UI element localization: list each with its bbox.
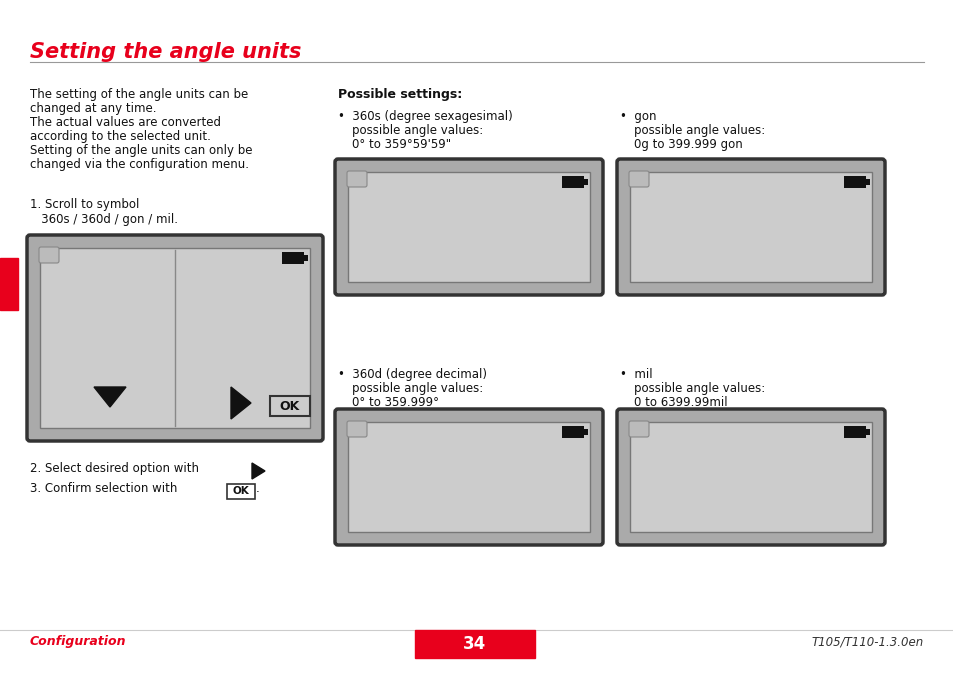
Bar <box>282 252 304 264</box>
Bar <box>561 176 583 188</box>
Text: 0 to 6399.99mil: 0 to 6399.99mil <box>634 396 727 409</box>
Bar <box>415 630 535 658</box>
Polygon shape <box>252 463 265 479</box>
Bar <box>348 172 589 282</box>
Text: 0° to 359.999°: 0° to 359.999° <box>352 396 438 409</box>
Bar <box>865 429 869 435</box>
Polygon shape <box>94 387 126 407</box>
Text: 0° to 359°59'59": 0° to 359°59'59" <box>352 138 451 151</box>
Bar <box>843 426 865 438</box>
Text: Setting of the angle units can only be: Setting of the angle units can only be <box>30 144 253 157</box>
Bar <box>583 429 587 435</box>
Bar <box>270 396 310 416</box>
Text: Possible settings:: Possible settings: <box>337 88 462 101</box>
Text: The actual values are converted: The actual values are converted <box>30 116 221 129</box>
Text: .: . <box>255 482 259 495</box>
Text: changed at any time.: changed at any time. <box>30 102 156 115</box>
Text: 34: 34 <box>463 635 486 653</box>
Text: 0g to 399.999 gon: 0g to 399.999 gon <box>634 138 742 151</box>
Polygon shape <box>231 387 251 419</box>
Text: possible angle values:: possible angle values: <box>634 382 764 395</box>
Text: Setting the angle units: Setting the angle units <box>30 42 301 62</box>
Text: •  mil: • mil <box>619 368 652 381</box>
Text: possible angle values:: possible angle values: <box>634 124 764 137</box>
Text: 1. Scroll to symbol: 1. Scroll to symbol <box>30 198 139 211</box>
Text: T105/T110-1.3.0en: T105/T110-1.3.0en <box>811 636 923 648</box>
Text: The setting of the angle units can be: The setting of the angle units can be <box>30 88 248 101</box>
Bar <box>348 422 589 532</box>
Bar <box>583 179 587 185</box>
FancyBboxPatch shape <box>617 409 884 545</box>
Bar <box>561 426 583 438</box>
Text: 3. Confirm selection with: 3. Confirm selection with <box>30 482 177 495</box>
FancyBboxPatch shape <box>335 409 602 545</box>
Text: possible angle values:: possible angle values: <box>352 382 483 395</box>
Text: possible angle values:: possible angle values: <box>352 124 483 137</box>
Text: according to the selected unit.: according to the selected unit. <box>30 130 211 143</box>
Bar <box>843 176 865 188</box>
FancyBboxPatch shape <box>347 421 367 437</box>
FancyBboxPatch shape <box>628 421 648 437</box>
Text: OK: OK <box>279 400 300 412</box>
Text: 360s / 360d / gon / mil.: 360s / 360d / gon / mil. <box>30 213 178 226</box>
Text: •  gon: • gon <box>619 110 656 123</box>
FancyBboxPatch shape <box>628 171 648 187</box>
Bar <box>629 172 871 282</box>
Text: OK: OK <box>233 487 249 497</box>
FancyBboxPatch shape <box>39 247 59 263</box>
Text: •  360s (degree sexagesimal): • 360s (degree sexagesimal) <box>337 110 512 123</box>
Text: •  360d (degree decimal): • 360d (degree decimal) <box>337 368 486 381</box>
Text: 2. Select desired option with: 2. Select desired option with <box>30 462 199 475</box>
Bar <box>40 248 310 428</box>
Bar <box>227 484 254 499</box>
Bar <box>304 255 308 261</box>
FancyBboxPatch shape <box>347 171 367 187</box>
Text: Configuration: Configuration <box>30 636 127 648</box>
FancyBboxPatch shape <box>27 235 323 441</box>
Bar <box>865 179 869 185</box>
Bar <box>0 258 18 310</box>
Text: changed via the configuration menu.: changed via the configuration menu. <box>30 158 249 171</box>
FancyBboxPatch shape <box>617 159 884 295</box>
Bar <box>629 422 871 532</box>
FancyBboxPatch shape <box>335 159 602 295</box>
